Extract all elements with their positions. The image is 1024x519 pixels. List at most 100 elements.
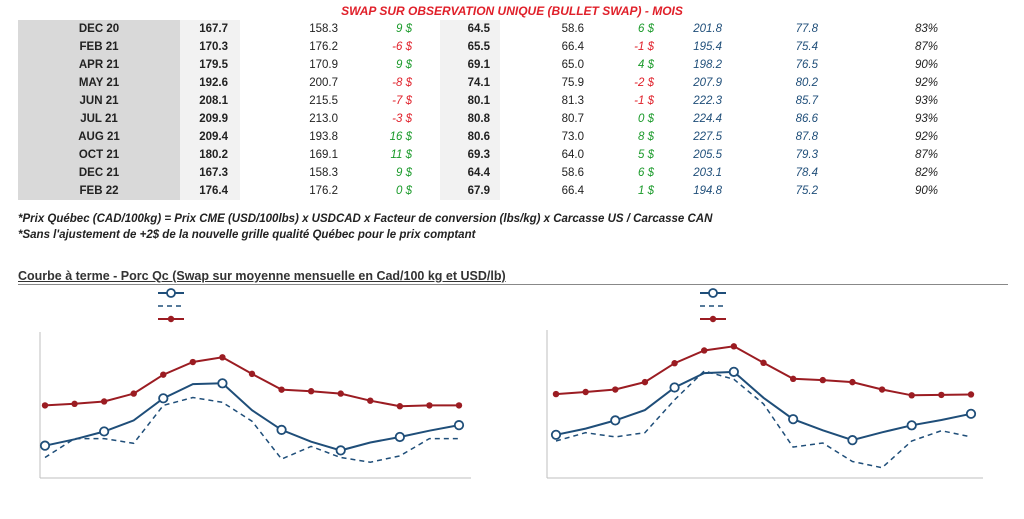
table-cell-c9: 90% — [914, 59, 938, 71]
table-cell-c3: -3 $ — [392, 113, 412, 125]
table-cell-c9: 92% — [914, 131, 938, 143]
data-point-pork-cutout — [967, 391, 975, 398]
table-cell-c3: 9 $ — [396, 167, 412, 179]
table-cell-c4: 80.6 — [440, 128, 500, 146]
table-cell-c8: 85.7 — [795, 95, 818, 107]
table-cell-c8: 79.3 — [795, 149, 818, 161]
table-cell-c8: 75.2 — [795, 185, 818, 197]
data-point-pork-cutout — [160, 371, 167, 378]
table-cell-c8: 80.2 — [795, 77, 818, 89]
table-cell-c8: 86.6 — [795, 113, 818, 125]
legend-marker-pork-cutout — [709, 315, 717, 323]
table-cell-c1: 209.9 — [180, 110, 240, 128]
table-cell-c9: 90% — [914, 185, 938, 197]
note-adjustment: *Sans l'ajustement de +2$ de la nouvelle… — [18, 229, 476, 241]
data-point-lean-hog — [906, 420, 917, 431]
series-line-lean-hog — [555, 370, 972, 442]
table-cell-c4: 65.5 — [440, 38, 500, 56]
table-cell-c4: 67.9 — [440, 182, 500, 200]
table-cell-c9: 92% — [914, 77, 938, 89]
series-line-pork-cutout — [44, 356, 459, 408]
table-cell-c5: 73.0 — [561, 131, 584, 143]
table-row: APR 21 179.5 170.9 9 $ 69.1 65.0 4 $ 198.2 76.5 9… — [18, 56, 968, 74]
table-cell-c2: 176.2 — [309, 41, 338, 53]
table-cell-c6: 8 $ — [638, 131, 654, 143]
table-cell-c9: 93% — [914, 95, 938, 107]
table-cell-c3: -7 $ — [392, 95, 412, 107]
table-cell-c4: 69.1 — [440, 56, 500, 74]
table-cell-c1: 180.2 — [180, 146, 240, 164]
data-point-pork-cutout — [278, 386, 285, 393]
table-cell-c4: 64.4 — [440, 164, 500, 182]
section-divider — [18, 284, 1008, 285]
table-cell-c7: 203.1 — [693, 167, 722, 179]
table-cell-c6: 5 $ — [638, 149, 654, 161]
table-cell-c6: -2 $ — [634, 77, 654, 89]
table-cell-c2: 158.3 — [309, 167, 338, 179]
data-point-pork-cutout — [41, 402, 49, 409]
table-cell-c6: 0 $ — [638, 113, 654, 125]
table-cell-month: FEB 21 — [18, 38, 180, 56]
table-cell-c3: 0 $ — [396, 185, 412, 197]
data-point-pork-cutout — [367, 397, 374, 404]
chart-cad — [39, 288, 471, 479]
table-cell-c9: 82% — [914, 167, 938, 179]
data-point-pork-cutout — [878, 386, 886, 393]
table-cell-c2: 193.8 — [309, 131, 338, 143]
data-point-pork-cutout — [789, 375, 797, 383]
table-row: FEB 22 176.4 176.2 0 $ 67.9 66.4 1 $ 194.8 75.2 9… — [18, 182, 968, 200]
data-point-lean-hog — [610, 415, 621, 426]
table-row: MAY 21 192.6 200.7 -8 $ 74.1 75.9 -2 $ 207.9 80.… — [18, 74, 968, 92]
table-cell-c9: 87% — [914, 149, 938, 161]
data-point-pork-cutout — [396, 403, 404, 410]
table-cell-c9: 83% — [914, 23, 938, 35]
data-point-pork-cutout — [219, 354, 226, 361]
table-cell-c1: 179.5 — [180, 56, 240, 74]
data-point-pork-cutout — [130, 390, 137, 397]
table-cell-c9: 93% — [914, 113, 938, 125]
table-cell-c3: 11 $ — [390, 149, 412, 161]
table-cell-c9: 87% — [914, 41, 938, 53]
data-point-lean-hog — [728, 366, 739, 377]
table-cell-c1: 209.4 — [180, 128, 240, 146]
data-point-pork-cutout — [701, 347, 708, 354]
table-cell-c4: 64.5 — [440, 20, 500, 38]
data-point-pork-cutout — [426, 402, 433, 409]
data-point-lean-hog — [39, 440, 51, 451]
table-row: DEC 21 167.3 158.3 9 $ 64.4 58.6 6 $ 203.1 78.4 8… — [18, 164, 968, 182]
table-title: SWAP SUR OBSERVATION UNIQUE (BULLET SWAP… — [341, 4, 683, 18]
data-point-pork-cutout — [908, 392, 915, 399]
data-point-pork-cutout — [189, 358, 197, 366]
table-cell-c1: 176.4 — [180, 182, 240, 200]
data-point-lean-hog — [99, 426, 110, 437]
data-point-pork-cutout — [248, 370, 256, 378]
table-cell-month: MAY 21 — [18, 74, 180, 92]
table-cell-c5: 66.4 — [561, 185, 584, 197]
data-point-pork-cutout — [307, 388, 315, 395]
table-cell-c1: 192.6 — [180, 74, 240, 92]
data-point-lean-hog — [276, 424, 287, 435]
table-cell-c5: 75.9 — [561, 77, 584, 89]
table-cell-c5: 58.6 — [561, 167, 584, 179]
table-cell-c1: 167.3 — [180, 164, 240, 182]
table-cell-c5: 58.6 — [561, 23, 584, 35]
table-cell-c3: 9 $ — [396, 23, 412, 35]
table-row: JUN 21 208.1 215.5 -7 $ 80.1 81.3 -1 $ 222.3 85.… — [18, 92, 968, 110]
table-cell-c7: 194.8 — [693, 185, 722, 197]
table-cell-c2: 215.5 — [309, 95, 338, 107]
table-cell-month: JUL 21 — [18, 110, 180, 128]
table-cell-c7: 198.2 — [693, 59, 722, 71]
table-cell-c7: 195.4 — [693, 41, 722, 53]
data-point-lean-hog — [335, 445, 346, 456]
data-point-lean-hog — [669, 382, 680, 393]
data-point-pork-cutout — [337, 390, 344, 397]
table-cell-month: APR 21 — [18, 56, 180, 74]
table-row: FEB 21 170.3 176.2 -6 $ 65.5 66.4 -1 $ 195.4 75.… — [18, 38, 968, 56]
table-cell-c2: 200.7 — [309, 77, 338, 89]
table-row: DEC 20 167.7 158.3 9 $ 64.5 58.6 6 $ 201.8 77.8 8… — [18, 20, 968, 38]
table-row: OCT 21 180.2 169.1 11 $ 69.3 64.0 5 $ 205.5 79.3… — [18, 146, 968, 164]
table-cell-c2: 169.1 — [309, 149, 338, 161]
table-cell-c3: 16 $ — [389, 131, 412, 143]
table-cell-c7: 222.3 — [693, 95, 722, 107]
series-line-moyenne-5-ans — [44, 396, 459, 463]
